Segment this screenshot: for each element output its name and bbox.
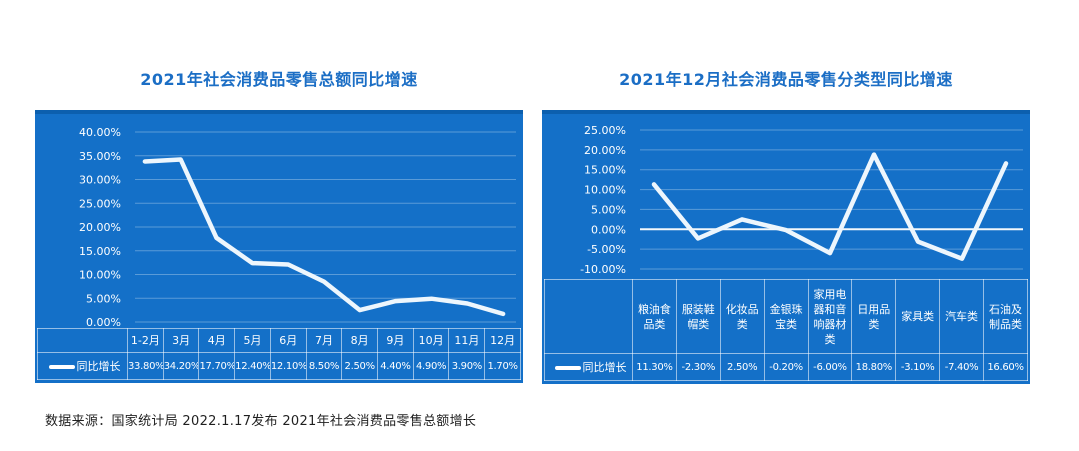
- value-cell: 4.40%: [377, 352, 414, 380]
- chart-title: 2021年社会消费品零售总额同比增速: [140, 70, 418, 89]
- table-corner-cell: [544, 279, 633, 354]
- value-cell: 2.50%: [341, 352, 379, 380]
- data-source-caption: 数据来源：国家统计局 2022.1.17发布 2021年社会消费品零售总额增长: [45, 414, 477, 429]
- value-cell: -3.10%: [895, 353, 941, 381]
- chart-title: 2021年12月社会消费品零售分类型同比增速: [619, 70, 953, 89]
- y-axis-tick-label: 40.00%: [79, 126, 121, 139]
- value-cell: -2.30%: [675, 353, 721, 381]
- value-cell: -0.20%: [763, 353, 809, 381]
- category-header-cell: 9月: [377, 328, 414, 353]
- value-cell: 33.80%: [127, 352, 164, 380]
- value-cell: 17.70%: [198, 352, 236, 380]
- value-cell: 8.50%: [305, 352, 343, 380]
- series-value-row: 同比增长 33.80% 34.20% 17.70% 12.40% 12.10% 8.50% 2…: [37, 352, 521, 380]
- y-axis-tick-label: 15.00%: [584, 164, 626, 177]
- y-axis-tick-label: 30.00%: [79, 174, 121, 187]
- legend-label: 同比增长: [582, 361, 627, 374]
- category-header-cell: 3月: [162, 328, 200, 353]
- series-value-row: 同比增长 11.30% -2.30% 2.50% -0.20% -6.00% 18.80% -…: [544, 353, 1028, 381]
- y-axis-tick-label: 0.00%: [591, 223, 626, 236]
- value-cell: 18.80%: [851, 353, 897, 381]
- line-plot: 25.00% 20.00% 15.00% 10.00% 5.00% 0.00% -5.00%…: [580, 124, 1023, 276]
- data-table: 粮油食品类 服装鞋帽类 化妆品类 金银珠宝类 家用电器和音响器材类 日用品类 家具类 汽车类石…: [544, 279, 1028, 381]
- y-axis-tick-label: 5.00%: [591, 203, 626, 216]
- y-axis-tick-label: 35.00%: [79, 150, 121, 163]
- chart-card-monthly-retail-growth: 2021年社会消费品零售总额同比增速 40.00% 35.00% 30.00% 25.…: [35, 66, 523, 383]
- value-cell: 4.90%: [412, 352, 450, 380]
- category-header-cell: 6月: [269, 328, 307, 353]
- value-cell: 34.20%: [162, 352, 200, 380]
- category-header-cell: 服装鞋帽类: [675, 279, 721, 354]
- value-cell: -6.00%: [807, 353, 853, 381]
- category-header-cell: 11月: [448, 328, 486, 353]
- series-line: [651, 152, 1009, 261]
- value-cell: -7.40%: [939, 353, 984, 381]
- category-header-cell: 5月: [234, 328, 271, 353]
- y-axis-tick-label: 20.00%: [79, 221, 121, 234]
- legend-cell: 同比增长: [544, 353, 633, 381]
- category-header-cell: 家具类: [895, 279, 941, 354]
- category-header-cell: 化妆品类: [719, 279, 765, 354]
- legend-cell: 同比增长: [37, 352, 128, 380]
- category-header-cell: 8月: [341, 328, 379, 353]
- series-line: [142, 157, 506, 317]
- value-cell: 16.60%: [983, 353, 1028, 381]
- legend-label: 同比增长: [76, 360, 121, 373]
- category-header-cell: 10月: [412, 328, 450, 353]
- category-header-cell: 12月: [484, 328, 521, 353]
- y-axis-tick-label: 10.00%: [79, 269, 121, 282]
- y-axis-tick-label: 0.00%: [86, 316, 121, 328]
- legend-line-marker-icon: [48, 365, 75, 369]
- y-axis-tick-label: 10.00%: [584, 184, 626, 197]
- category-header-cell: 7月: [305, 328, 343, 353]
- y-axis-tick-label: 5.00%: [86, 292, 121, 305]
- category-header-cell: 家用电器和音响器材类: [807, 279, 853, 354]
- value-cell: 2.50%: [719, 353, 765, 381]
- category-header-cell: 日用品类: [851, 279, 897, 354]
- y-axis-tick-label: 20.00%: [584, 144, 626, 157]
- category-header-cell: 4月: [198, 328, 236, 353]
- value-cell: 12.10%: [269, 352, 307, 380]
- category-header-cell: 粮油食品类: [632, 279, 677, 354]
- category-header-cell: 1-2月: [127, 328, 164, 353]
- table-corner-cell: [37, 328, 128, 353]
- category-header-cell: 汽车类: [939, 279, 984, 354]
- y-axis-tick-label: -10.00%: [580, 263, 626, 276]
- value-cell: 11.30%: [632, 353, 677, 381]
- y-axis-tick-label: 25.00%: [79, 197, 121, 210]
- line-plot: 40.00% 35.00% 30.00% 25.00% 20.00% 15.00% 10.0…: [79, 126, 516, 328]
- value-cell: 1.70%: [484, 352, 521, 380]
- category-header-cell: 石油及制品类: [983, 279, 1028, 354]
- y-axis-tick-label: 25.00%: [584, 124, 626, 137]
- value-cell: 3.90%: [448, 352, 486, 380]
- category-header-row: 粮油食品类 服装鞋帽类 化妆品类 金银珠宝类 家用电器和音响器材类 日用品类 家具类 汽车类石…: [544, 279, 1028, 354]
- chart-card-category-retail-growth: 2021年12月社会消费品零售分类型同比增速 25.00% 20.00% 15.00…: [542, 66, 1030, 384]
- data-table: 1-2月 3月 4月 5月 6月 7月 8月 9月 10月 11月 12月同比增长 33.80% 34.…: [37, 328, 521, 380]
- category-header-row: 1-2月 3月 4月 5月 6月 7月 8月 9月 10月 11月 12月: [37, 328, 521, 353]
- category-header-cell: 金银珠宝类: [763, 279, 809, 354]
- y-axis-tick-label: 15.00%: [79, 245, 121, 258]
- legend-line-marker-icon: [554, 366, 581, 370]
- y-axis-tick-label: -5.00%: [587, 243, 626, 256]
- chart-panel: 25.00% 20.00% 15.00% 10.00% 5.00% 0.00% -5.00%…: [542, 110, 1030, 384]
- charts-row: 2021年社会消费品零售总额同比增速 40.00% 35.00% 30.00% 25.…: [35, 66, 1079, 384]
- value-cell: 12.40%: [234, 352, 271, 380]
- chart-panel: 40.00% 35.00% 30.00% 25.00% 20.00% 15.00% 10.0…: [35, 110, 523, 383]
